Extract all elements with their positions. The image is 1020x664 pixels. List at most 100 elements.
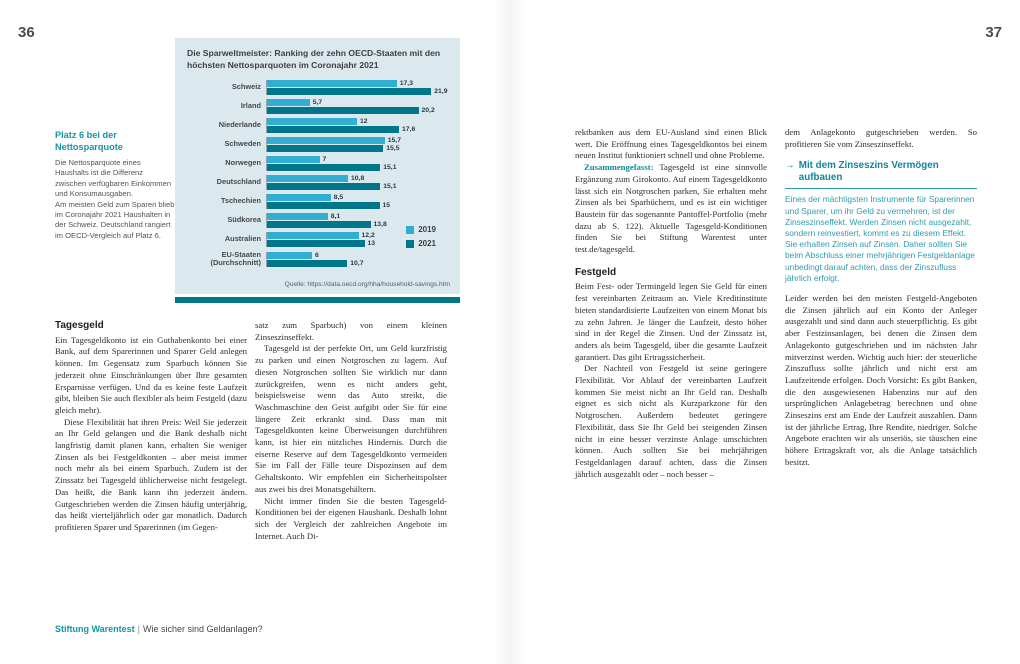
chart-bar-group: 8,1 13,8 [266, 213, 450, 228]
chart-row: Südkorea 8,1 13,8 [187, 213, 450, 228]
chart-bar-line: 15 [267, 202, 450, 209]
chart-category-label: Norwegen [225, 158, 261, 168]
chart-bar-2019 [267, 80, 397, 87]
chart-row: Deutschland 10,8 15,1 [187, 175, 450, 190]
chart-category-label: Tschechien [220, 196, 261, 206]
chart-bar-2019 [267, 194, 331, 201]
chart-bar-line: 8,5 [267, 194, 450, 201]
margin-note-title: Platz 6 bei der Nettosparquote [55, 130, 123, 152]
column-4: dem Anlagekonto gutgeschrieben werden. S… [785, 127, 977, 469]
chart-bar-line: 10,7 [267, 259, 450, 267]
callout-title: Mit dem Zinseszins Vermögen aufbauen [798, 160, 939, 184]
chart-bar-2021 [267, 164, 381, 171]
chart-bar-2019 [267, 137, 385, 144]
chart-value-label: 8,1 [330, 213, 341, 220]
chart-bar-line: 15,5 [267, 145, 450, 152]
margin-note-body-2: Am meisten Geld zum Sparen blieb im Coro… [55, 199, 175, 240]
callout-body: Eines der mächtigsten Instrumente für Sp… [785, 194, 975, 283]
chart-bar-line: 20,2 [267, 107, 450, 114]
chart-category-label: Deutschland [216, 177, 261, 187]
legend-swatch-icon [406, 225, 415, 234]
paragraph: Der Nachteil von Festgeld ist seine geri… [575, 363, 767, 479]
savings-chart: Die Sparweltmeister: Ranking der zehn OE… [175, 38, 460, 294]
column-3: rektbanken aus dem EU-Ausland sind einen… [575, 127, 767, 480]
chart-bar-group: 7 15,1 [266, 156, 450, 171]
chart-value-label: 12,2 [361, 232, 375, 239]
paragraph: Tagesgeld ist der perfekte Ort, um Geld … [255, 343, 447, 494]
legend-label: 2019 [418, 225, 436, 234]
chart-value-label: 12 [360, 118, 368, 125]
chart-bar-group: 6 10,7 [266, 251, 450, 267]
chart-value-label: 15,1 [383, 183, 397, 190]
paragraph: Leider werden bei den meisten Festgeld-A… [785, 293, 977, 467]
chart-bar-group: 12,2 13 [266, 232, 450, 247]
chart-row: Schweden 15,7 15,5 [187, 137, 450, 152]
chart-bar-2021 [267, 183, 381, 190]
chart-row: EU-Staaten (Durchschnitt) 6 10,7 [187, 250, 450, 268]
arrow-right-icon: → [785, 160, 795, 172]
chart-value-label: 6 [315, 251, 319, 259]
chart-category-label: Irland [240, 101, 261, 111]
legend-swatch-icon [406, 239, 415, 248]
summary-lead: Zusammengefasst: [584, 162, 654, 173]
margin-note: Platz 6 bei der Nettosparquote Die Netto… [55, 130, 175, 241]
chart-value-label: 17,6 [402, 126, 416, 133]
chart-bar-2021 [267, 107, 419, 114]
chart-category-label: Australien [224, 234, 261, 244]
chart-category-label: Südkorea [227, 215, 261, 225]
page-number-left: 36 [18, 24, 35, 41]
chart-bar-2021 [267, 88, 432, 95]
chart-bar-group: 10,8 15,1 [266, 175, 450, 190]
page-gutter-shadow [494, 0, 526, 664]
chart-bar-2019 [267, 232, 359, 239]
column-2: satz zum Sparbuch) von einem kleinen Zin… [255, 320, 447, 542]
chart-bar-2019 [267, 175, 348, 182]
chart-bar-line: 7 [267, 156, 450, 163]
chart-legend: 2019 2021 [406, 225, 436, 248]
chart-category-label: Schweiz [231, 82, 261, 92]
section-heading-festgeld: Festgeld [575, 266, 617, 278]
paragraph: Diese Flexibilität hat ihren Preis: Weil… [55, 416, 247, 532]
chart-bar-group: 12 17,6 [266, 118, 450, 133]
chart-bar-group: 15,7 15,5 [266, 137, 450, 152]
chart-value-label: 5,7 [312, 99, 323, 106]
footer-chapter-title: Wie sicher sind Geldanlagen? [143, 624, 263, 634]
chart-bar-line: 13 [267, 240, 450, 247]
zinseszins-callout: → Mit dem Zinseszins Vermögen aufbauen E… [785, 160, 977, 284]
chart-category-label: EU-Staaten (Durchschnitt) [210, 250, 261, 268]
paragraph: Ein Tagesgeldkonto ist ein Guthabenkonto… [55, 334, 247, 415]
chart-value-label: 13,8 [373, 221, 387, 228]
section-heading-tagesgeld: Tagesgeld [55, 320, 104, 331]
chart-bar-group: 8,5 15 [266, 194, 450, 209]
running-footer: Stiftung Warentest | Wie sicher sind Gelda… [55, 624, 263, 634]
chart-bar-line: 13,8 [267, 221, 450, 228]
paragraph-summary: Zusammengefasst: Tagesgeld ist eine sinn… [575, 162, 767, 256]
paragraph: satz zum Sparbuch) von einem kleinen Zin… [255, 320, 447, 342]
chart-bar-2021 [267, 202, 380, 209]
chart-plot-area: Schweiz 17,3 21,9 Irland 5,7 20,2 Niederlande 1… [187, 80, 450, 268]
chart-bar-line: 17,6 [267, 126, 450, 133]
chart-row: Niederlande 12 17,6 [187, 118, 450, 133]
footer-brand: Stiftung Warentest [55, 624, 135, 634]
callout-heading: → Mit dem Zinseszins Vermögen aufbauen [785, 160, 977, 190]
chart-value-label: 17,3 [399, 80, 413, 87]
chart-value-label: 15,7 [387, 137, 401, 144]
chart-value-label: 7 [322, 156, 327, 163]
chart-title: Die Sparweltmeister: Ranking der zehn OE… [187, 48, 441, 70]
chart-bar-line: 12,2 [267, 232, 450, 239]
chart-accent-bar [175, 297, 460, 303]
chart-value-label: 15 [382, 202, 391, 209]
chart-bar-2021 [267, 221, 371, 228]
chart-bar-2019 [267, 156, 320, 163]
chart-bar-line: 17,3 [267, 80, 450, 87]
chart-row: Irland 5,7 20,2 [187, 99, 450, 114]
chart-bar-line: 15,1 [267, 183, 450, 190]
chart-value-label: 21,9 [434, 88, 448, 95]
chart-bar-group: 5,7 20,2 [266, 99, 450, 114]
summary-rest: Tagesgeld ist eine sinnvolle Ergänzung z… [575, 162, 767, 255]
legend-item-2021: 2021 [406, 239, 436, 248]
chart-bar-line: 12 [267, 118, 450, 125]
paragraph: dem Anlagekonto gutgeschrieben werden. S… [785, 127, 977, 149]
chart-value-label: 15,5 [386, 145, 400, 152]
